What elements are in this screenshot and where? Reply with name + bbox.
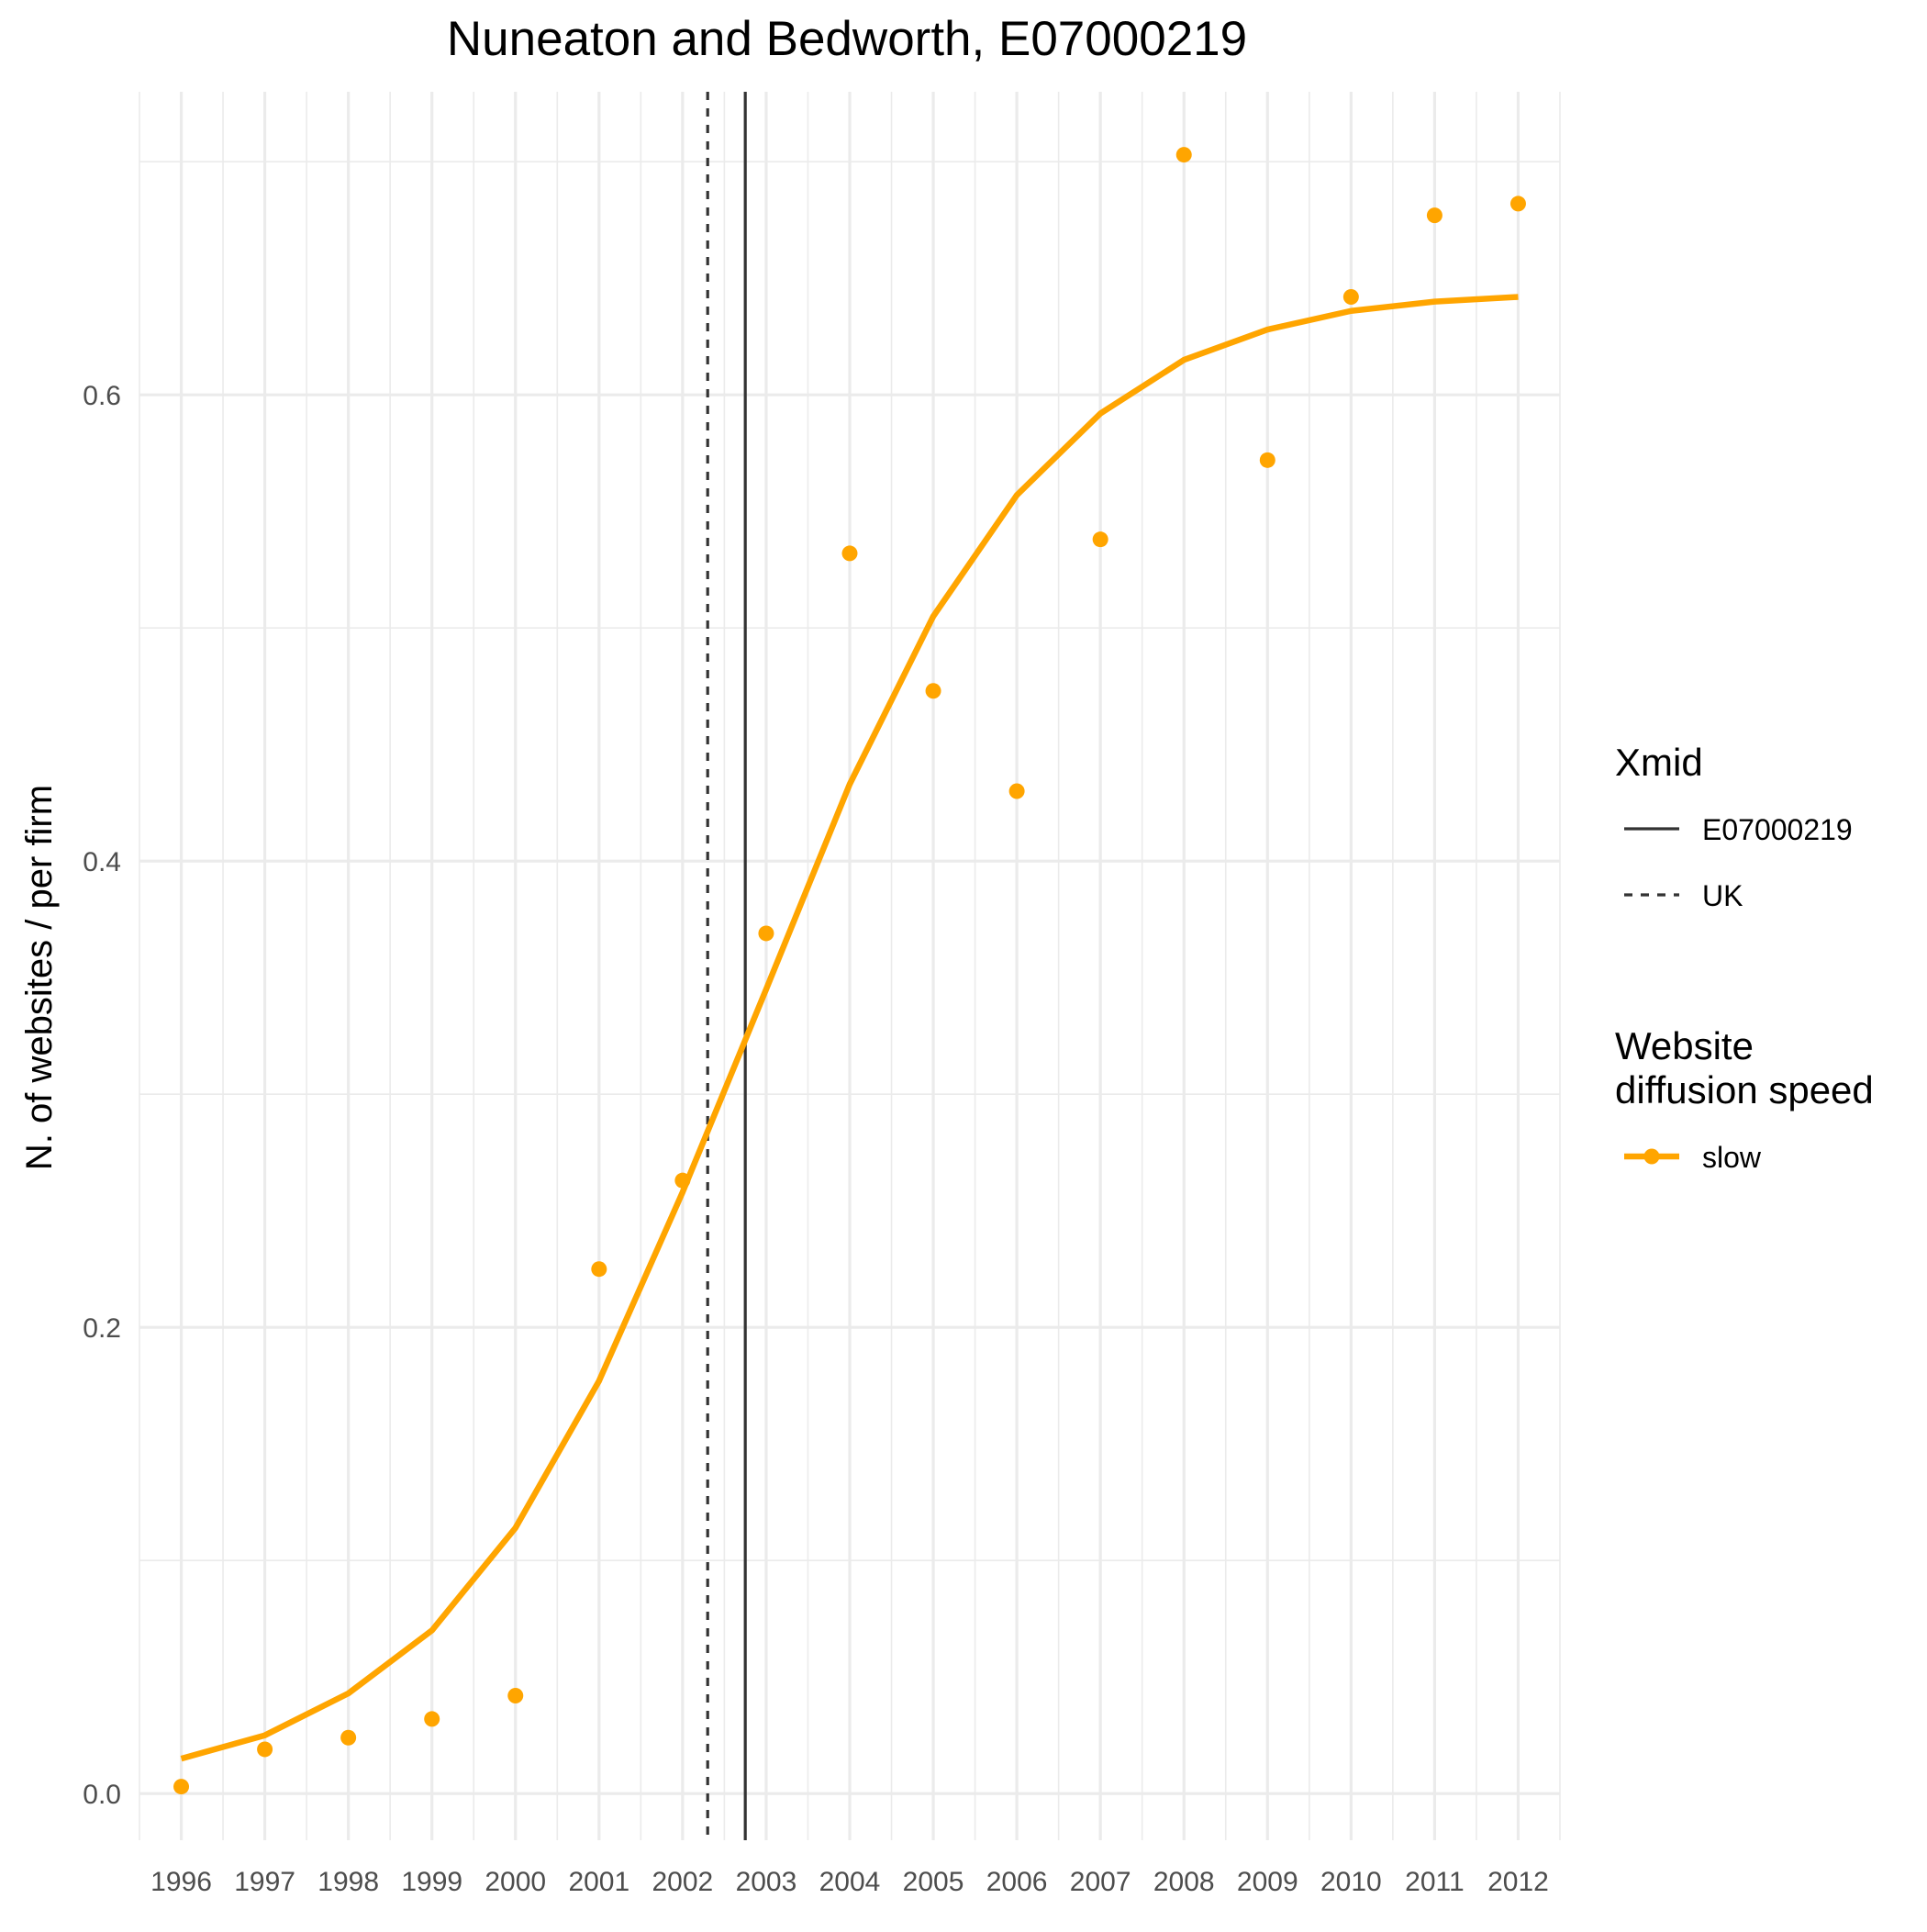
data-point [1426, 207, 1442, 224]
y-axis-title: N. of websites / per firm [19, 785, 60, 1170]
x-tick-label: 2004 [819, 1867, 881, 1897]
data-point [424, 1711, 440, 1727]
x-tick-label: 2010 [1320, 1867, 1382, 1897]
data-point [1259, 452, 1275, 468]
legend-label: slow [1702, 1141, 1762, 1174]
x-tick-label: 2009 [1237, 1867, 1298, 1897]
x-tick-label: 1998 [317, 1867, 379, 1897]
series-line-slow [180, 294, 1519, 1762]
data-point [1342, 289, 1359, 306]
grid-layer [139, 92, 1561, 1840]
data-point [340, 1729, 357, 1746]
y-tick-label: 0.2 [83, 1313, 121, 1344]
data-point [591, 1261, 607, 1278]
axis-layer: 0.0 0.2 0.4 0.6 1996 1997 1998 1999 2000 2001 2002… [83, 381, 1549, 1897]
x-tick-label: 1996 [150, 1867, 212, 1897]
legend-title: Xmid [1615, 741, 1703, 784]
x-tick-label: 2003 [736, 1867, 797, 1897]
legend-label: E07000219 [1702, 813, 1853, 846]
x-tick-label: 2001 [568, 1867, 629, 1897]
x-tick-label: 2011 [1405, 1867, 1465, 1897]
data-point [758, 925, 774, 942]
x-tick-label: 2007 [1070, 1867, 1131, 1897]
series-layer [173, 147, 1526, 1795]
data-point [674, 1172, 691, 1189]
data-point [507, 1688, 524, 1704]
chart-title: Nuneaton and Bedworth, E07000219 [447, 12, 1247, 66]
y-tick-label: 0.6 [83, 381, 121, 411]
x-tick-label: 2008 [1153, 1867, 1215, 1897]
legend-key-point [1643, 1148, 1660, 1165]
data-point [257, 1741, 273, 1758]
x-tick-label: 1997 [234, 1867, 295, 1897]
data-point [841, 545, 858, 562]
legend-title: diffusion speed [1615, 1068, 1874, 1111]
y-tick-label: 0.4 [83, 847, 121, 877]
x-tick-label: 1999 [401, 1867, 462, 1897]
legend-title: Website [1615, 1024, 1754, 1067]
x-tick-label: 2005 [903, 1867, 964, 1897]
x-tick-label: 2006 [986, 1867, 1048, 1897]
data-point [925, 683, 941, 699]
data-point [1175, 147, 1192, 163]
x-tick-label: 2002 [652, 1867, 714, 1897]
data-point [1509, 195, 1526, 212]
legend-label: UK [1702, 879, 1743, 912]
x-tick-label: 2000 [485, 1867, 546, 1897]
x-tick-label: 2012 [1487, 1867, 1549, 1897]
data-point [1008, 783, 1025, 799]
reference-lines [706, 92, 747, 1840]
y-tick-label: 0.0 [83, 1780, 121, 1810]
data-point [1092, 531, 1108, 548]
data-point [173, 1779, 190, 1795]
